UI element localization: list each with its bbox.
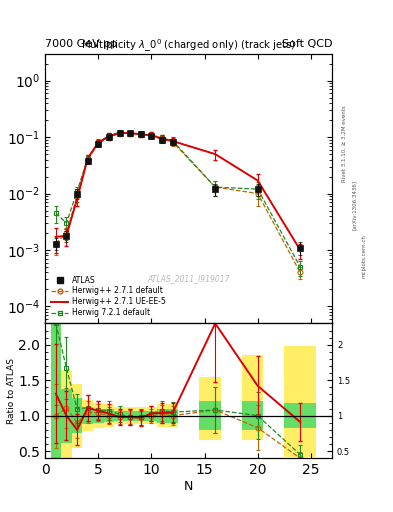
- Bar: [61, 389, 72, 443]
- Bar: [125, 411, 136, 421]
- Bar: [83, 407, 93, 424]
- Bar: [167, 409, 178, 423]
- Bar: [199, 401, 220, 430]
- Text: 7000 GeV pp: 7000 GeV pp: [45, 38, 118, 49]
- Bar: [114, 411, 125, 421]
- Y-axis label: Ratio to ATLAS: Ratio to ATLAS: [7, 358, 16, 424]
- Bar: [157, 404, 167, 427]
- Bar: [93, 409, 104, 423]
- Bar: [83, 400, 93, 431]
- Text: [arXiv:1306.3436]: [arXiv:1306.3436]: [352, 180, 357, 230]
- Bar: [146, 407, 157, 424]
- Text: Soft QCD: Soft QCD: [282, 38, 332, 49]
- Bar: [104, 404, 114, 427]
- X-axis label: N: N: [184, 480, 193, 493]
- Bar: [125, 407, 136, 424]
- Bar: [284, 346, 316, 457]
- Title: Multiplicity $\lambda\_0^0$ (charged only) (track jets): Multiplicity $\lambda\_0^0$ (charged onl…: [81, 37, 296, 54]
- Bar: [104, 409, 114, 422]
- Text: Rivet 3.1.10, ≥ 3.2M events: Rivet 3.1.10, ≥ 3.2M events: [342, 105, 347, 182]
- Bar: [72, 398, 83, 433]
- Bar: [61, 370, 72, 458]
- Bar: [242, 355, 263, 440]
- Legend: ATLAS, Herwig++ 2.7.1 default, Herwig++ 2.7.1 UE-EE-5, Herwig 7.2.1 default: ATLAS, Herwig++ 2.7.1 default, Herwig++ …: [49, 273, 168, 319]
- Bar: [51, 324, 61, 458]
- Bar: [114, 407, 125, 424]
- Bar: [284, 403, 316, 429]
- Bar: [157, 409, 167, 423]
- Bar: [51, 324, 61, 458]
- Bar: [72, 383, 83, 447]
- Bar: [167, 404, 178, 427]
- Bar: [199, 377, 220, 440]
- Bar: [242, 401, 263, 430]
- Text: ATLAS_2011_I919017: ATLAS_2011_I919017: [147, 274, 230, 283]
- Bar: [136, 407, 146, 424]
- Bar: [93, 403, 104, 429]
- Text: mcplots.cern.ch: mcplots.cern.ch: [362, 234, 367, 278]
- Bar: [146, 411, 157, 421]
- Bar: [136, 411, 146, 421]
